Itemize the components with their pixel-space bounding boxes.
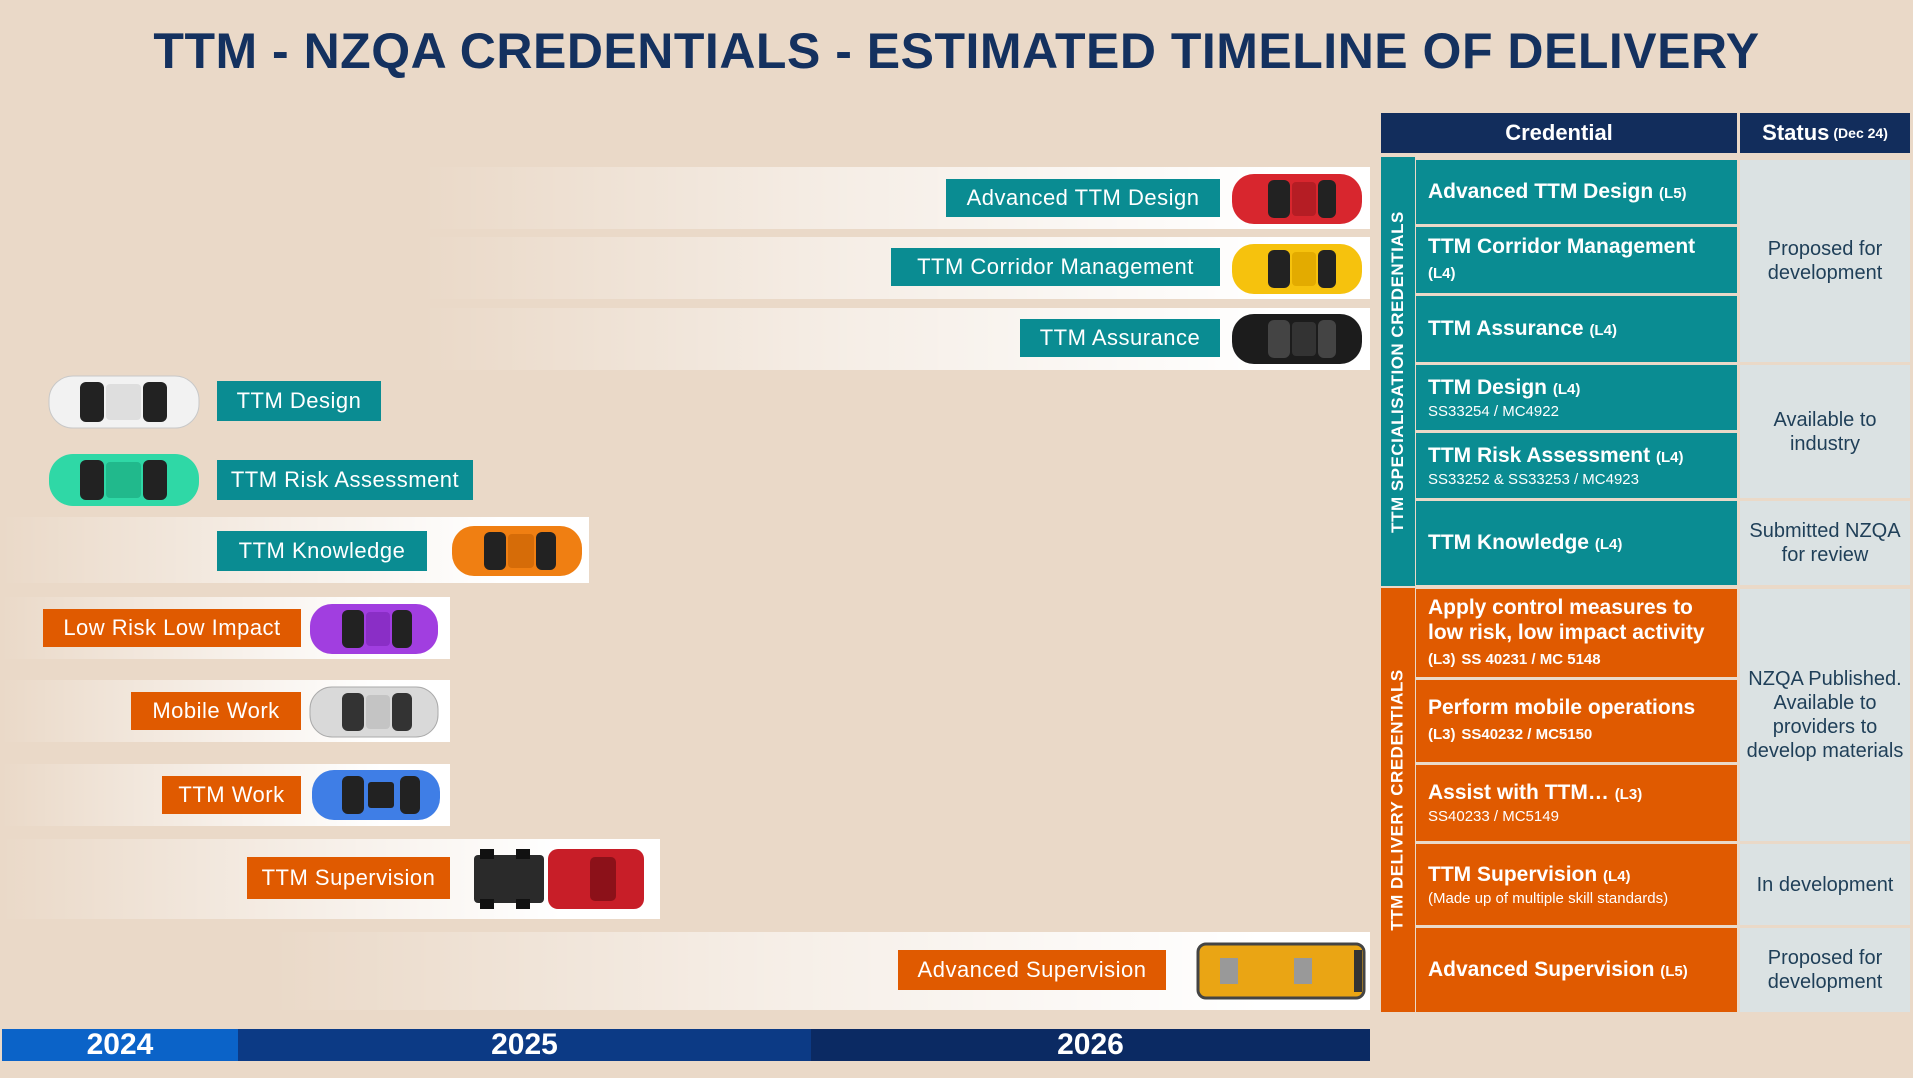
credential-level: (L3) [1428,726,1456,743]
credential-row: TTM Risk Assessment (L4) SS33252 & SS332… [1416,433,1737,498]
status-header-note: (Dec 24) [1833,125,1888,141]
car-icon [306,600,442,658]
credential-name: Perform mobile operations [1428,696,1696,719]
status-cell: Proposed for development [1740,160,1910,362]
credential-level: (L4) [1589,321,1617,339]
credential-name: Advanced TTM Design [1428,179,1654,203]
lane-label: Low Risk Low Impact [43,609,301,647]
car-icon [1228,310,1366,368]
credential-name: TTM Design [1428,375,1547,399]
credential-row: TTM Supervision (L4) (Made up of multipl… [1416,844,1737,925]
lane-label: Advanced TTM Design [946,179,1220,217]
car-icon [306,683,442,741]
credential-name: Assist with TTM… [1428,781,1609,804]
lane-label: TTM Risk Assessment [217,460,473,500]
credential-level: (L3) [1428,650,1456,668]
lane-label: Advanced Supervision [898,950,1166,990]
credential-name: TTM Risk Assessment [1428,443,1651,467]
year-2025: 2025 [238,1028,811,1061]
credential-name: Apply control measures to low risk, low … [1428,595,1705,644]
credential-code: SS 40231 / MC 5148 [1461,650,1601,668]
page-title: TTM - NZQA CREDENTIALS - ESTIMATED TIMEL… [153,23,1760,79]
lane-label: TTM Design [217,381,381,421]
lane-label: TTM Supervision [247,857,450,899]
credential-row: TTM Corridor Management (L4) [1416,227,1737,293]
delivery-group-band: TTM DELIVERY CREDENTIALS [1381,588,1415,1012]
credential-header-label: Credential [1505,120,1613,145]
car-icon [308,766,444,824]
credential-level: (L4) [1594,535,1623,553]
credential-code: SS40232 / MC5150 [1461,726,1593,743]
credential-code: SS40233 / MC5149 [1428,808,1559,825]
lane-label: TTM Assurance [1020,319,1220,357]
lane-label: Mobile Work [131,692,301,730]
credential-code: SS33254 / MC4922 [1428,402,1559,420]
status-cell: Submitted NZQA for review [1740,501,1910,585]
status-cell: Proposed for development [1740,928,1910,1012]
credential-row: TTM Assurance (L4) [1416,296,1737,362]
credential-row: Assist with TTM… (L3) SS40233 / MC5149 [1416,765,1737,841]
year-2024: 2024 [2,1028,238,1061]
status-header: Status (Dec 24) [1740,113,1910,153]
car-icon [45,450,203,510]
specialisation-group-band: TTM SPECIALISATION CREDENTIALS [1381,157,1415,586]
lane-label: TTM Knowledge [217,531,427,571]
credential-header: Credential [1381,113,1737,153]
status-cell: NZQA Published. Available to providers t… [1740,589,1910,841]
credential-name: Advanced Supervision [1428,957,1655,981]
specialisation-group-label: TTM SPECIALISATION CREDENTIALS [1388,210,1408,533]
bus-icon [1194,940,1368,1002]
credential-name: TTM Corridor Management [1428,235,1696,258]
car-icon [1228,170,1366,228]
credential-code: (Made up of multiple skill standards) [1428,889,1669,907]
status-cell: In development [1740,844,1910,925]
credential-code: SS33252 & SS33253 / MC4923 [1428,470,1639,488]
status-cell: Available to industry [1740,365,1910,498]
credential-row: TTM Knowledge (L4) [1416,501,1737,585]
lane-label: TTM Corridor Management [891,248,1220,286]
year-2026: 2026 [811,1028,1370,1061]
credential-row: Advanced Supervision (L5) [1416,928,1737,1012]
credential-name: TTM Supervision [1428,862,1598,886]
car-icon [448,522,586,580]
credential-name: TTM Knowledge [1428,530,1589,554]
credential-level: (L3) [1614,786,1643,803]
credential-row: Apply control measures to low risk, low … [1416,589,1737,677]
credential-level: (L4) [1603,867,1631,885]
status-header-label: Status [1762,120,1830,145]
credential-row: TTM Design (L4) SS33254 / MC4922 [1416,365,1737,430]
credential-level: (L5) [1659,184,1687,202]
truck-icon [470,845,650,913]
credential-row: Advanced TTM Design (L5) [1416,160,1737,224]
credential-name: TTM Assurance [1428,316,1584,340]
lane-label: TTM Work [162,776,301,814]
delivery-group-label: TTM DELIVERY CREDENTIALS [1388,669,1408,931]
credential-level: (L4) [1552,380,1581,398]
car-icon [1228,240,1366,298]
car-icon [45,372,203,432]
credential-level: (L5) [1660,962,1688,980]
timeline-lane [270,932,1370,1010]
credential-row: Perform mobile operations (L3) SS40232 /… [1416,680,1737,762]
credential-level: (L4) [1655,448,1684,466]
credential-level: (L4) [1428,265,1456,282]
